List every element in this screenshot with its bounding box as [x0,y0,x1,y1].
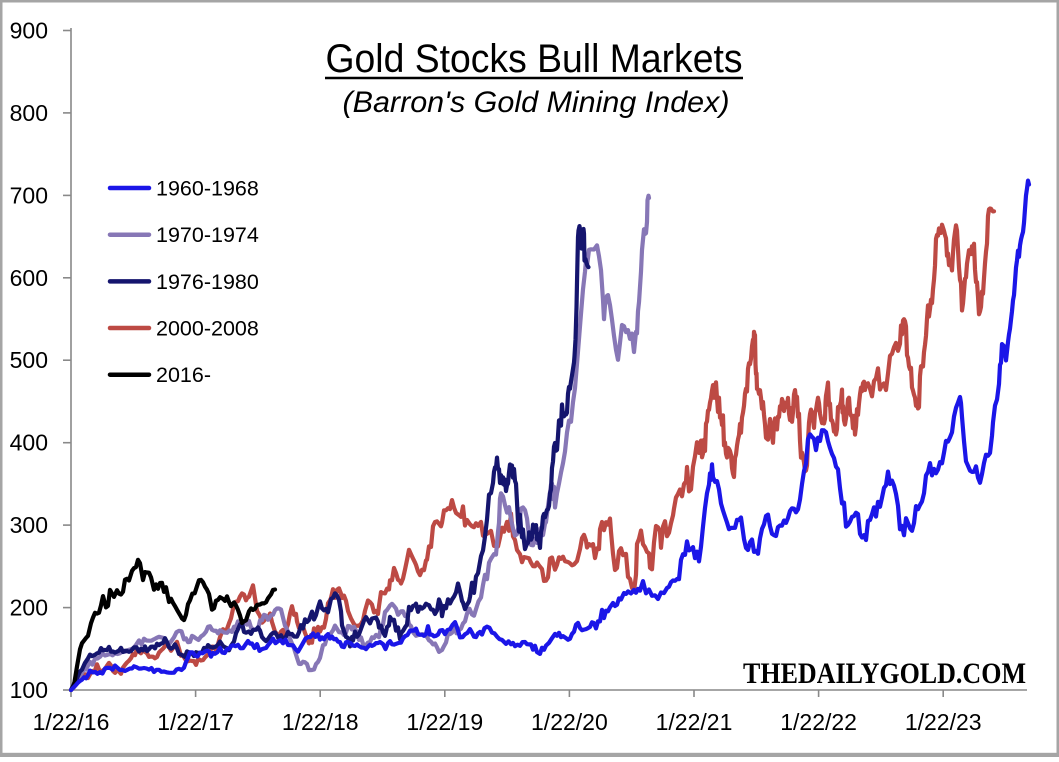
svg-text:1/22/21: 1/22/21 [656,709,733,735]
svg-text:1/22/17: 1/22/17 [157,709,234,735]
svg-text:500: 500 [10,347,48,373]
svg-text:2000-2008: 2000-2008 [156,317,259,341]
svg-text:THEDAILYGOLD.COM: THEDAILYGOLD.COM [743,657,1026,690]
svg-text:900: 900 [10,18,48,44]
svg-text:(Barron's Gold Mining Index): (Barron's Gold Mining Index) [343,86,730,119]
svg-text:700: 700 [10,182,48,208]
svg-text:1/22/20: 1/22/20 [531,709,608,735]
svg-text:1970-1974: 1970-1974 [156,223,259,247]
svg-text:1/22/22: 1/22/22 [780,709,857,735]
svg-text:1/22/16: 1/22/16 [33,709,110,735]
svg-text:800: 800 [10,100,48,126]
svg-text:100: 100 [10,677,48,703]
svg-text:600: 600 [10,265,48,291]
svg-text:200: 200 [10,595,48,621]
svg-text:1/22/19: 1/22/19 [406,709,483,735]
svg-text:1976-1980: 1976-1980 [156,270,259,294]
svg-text:1/22/18: 1/22/18 [282,709,359,735]
svg-text:1/22/23: 1/22/23 [905,709,982,735]
svg-text:1960-1968: 1960-1968 [156,177,259,201]
svg-text:Gold Stocks Bull Markets: Gold Stocks Bull Markets [326,37,743,81]
svg-text:300: 300 [10,512,48,538]
svg-text:2016-: 2016- [156,363,211,387]
svg-text:400: 400 [10,430,48,456]
